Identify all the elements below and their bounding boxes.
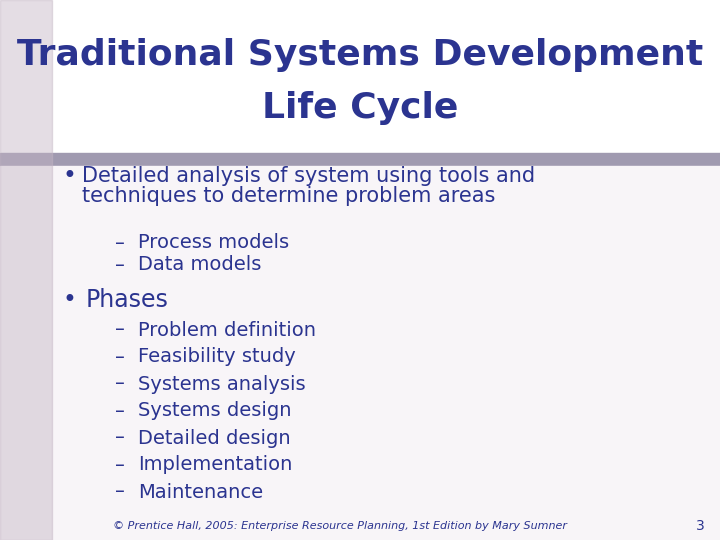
Text: •: • — [62, 164, 76, 188]
Text: Systems analysis: Systems analysis — [138, 375, 305, 394]
Bar — [0, 166, 720, 508]
Text: techniques to determine problem areas: techniques to determine problem areas — [82, 186, 495, 206]
Text: Traditional Systems Development: Traditional Systems Development — [17, 38, 703, 72]
Text: Process models: Process models — [138, 233, 289, 253]
Text: –: – — [115, 402, 125, 421]
Text: Life Cycle: Life Cycle — [262, 91, 458, 125]
Text: Problem definition: Problem definition — [138, 321, 316, 340]
Text: –: – — [115, 456, 125, 475]
Text: Systems design: Systems design — [138, 402, 292, 421]
Text: Maintenance: Maintenance — [138, 483, 263, 502]
Bar — [0, 153, 720, 166]
Text: –: – — [115, 321, 125, 340]
Text: –: – — [115, 255, 125, 274]
Text: Detailed design: Detailed design — [138, 429, 291, 448]
Text: –: – — [115, 375, 125, 394]
Text: –: – — [115, 429, 125, 448]
Text: Detailed analysis of system using tools and: Detailed analysis of system using tools … — [82, 166, 535, 186]
Text: Feasibility study: Feasibility study — [138, 348, 296, 367]
Bar — [0, 0, 52, 540]
Text: –: – — [115, 483, 125, 502]
Bar — [0, 0, 720, 153]
Text: © Prentice Hall, 2005: Enterprise Resource Planning, 1st Edition by Mary Sumner: © Prentice Hall, 2005: Enterprise Resour… — [113, 521, 567, 531]
Text: Phases: Phases — [86, 288, 169, 312]
Text: Data models: Data models — [138, 255, 261, 274]
Bar — [0, 508, 720, 540]
Text: Implementation: Implementation — [138, 456, 292, 475]
Text: –: – — [115, 233, 125, 253]
Text: –: – — [115, 348, 125, 367]
Text: •: • — [62, 288, 76, 312]
Text: 3: 3 — [696, 519, 704, 533]
